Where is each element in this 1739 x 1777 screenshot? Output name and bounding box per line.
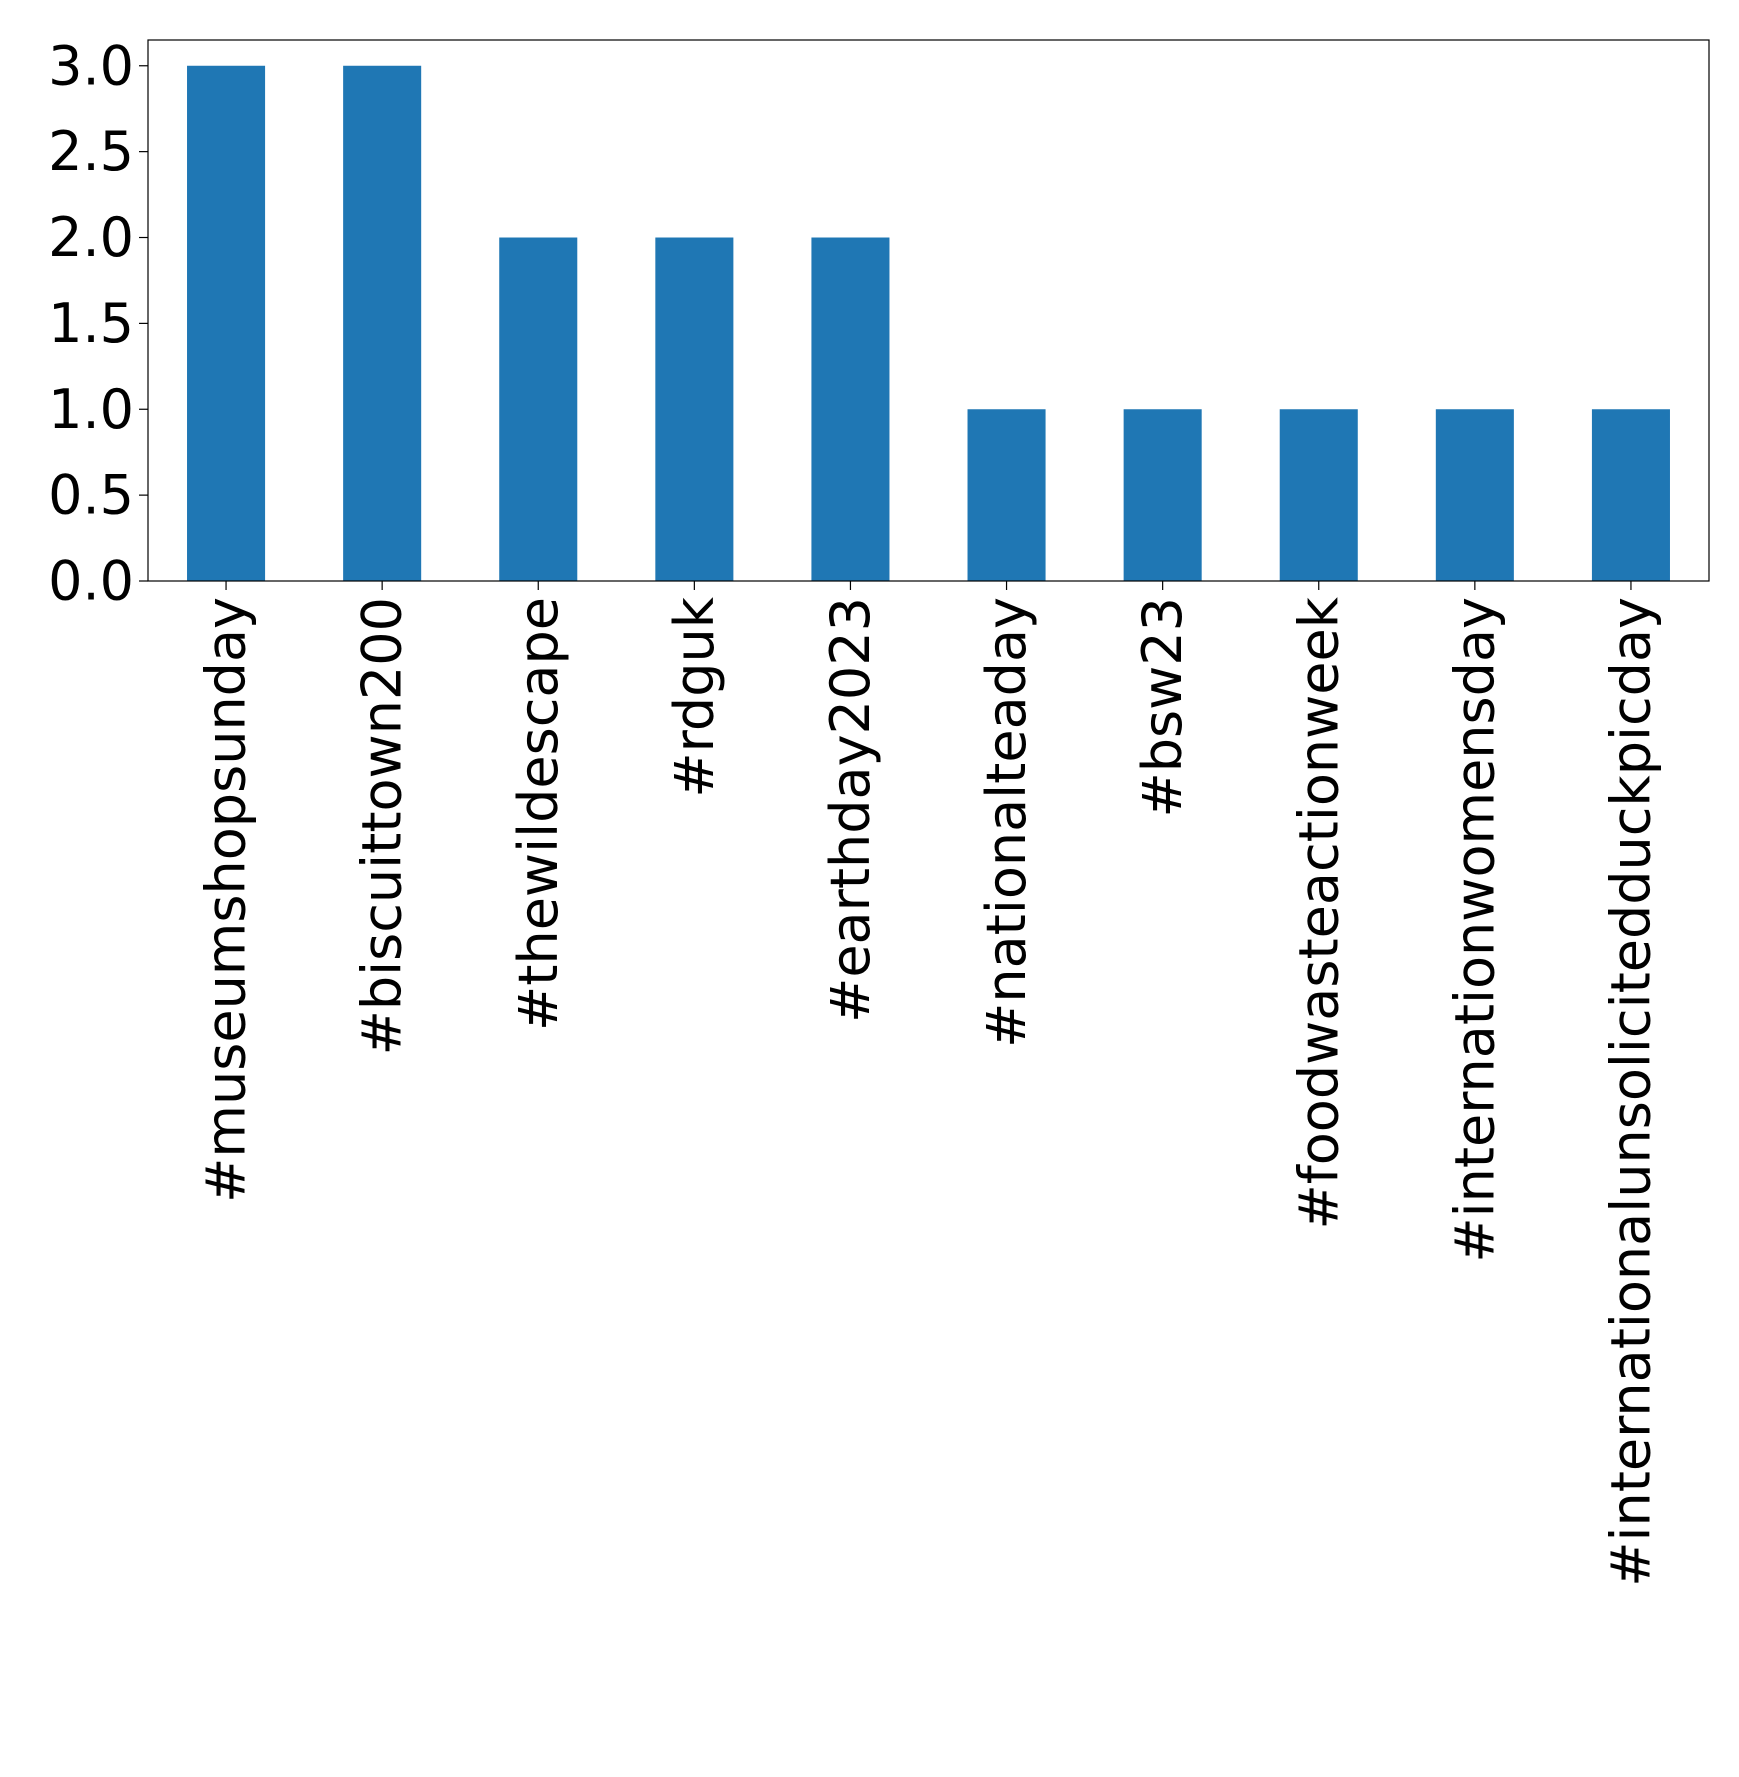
bar-earthday2023 <box>811 237 890 581</box>
x-tick-label: #rdguk <box>663 596 726 797</box>
x-tick-label: #internationwomensday <box>1443 597 1506 1263</box>
y-tick-label: 2.0 <box>48 206 134 269</box>
x-tick-label: #thewildescape <box>507 597 570 1031</box>
x-tick-label: #earthday2023 <box>819 597 882 1023</box>
y-tick-label: 1.0 <box>48 378 134 441</box>
bar-biscuittown200 <box>343 65 422 581</box>
bar-rdguk <box>655 237 734 581</box>
y-axis: 0.0 0.5 1.0 1.5 2.0 2.5 3.0 <box>48 34 148 613</box>
bar-thewildescape <box>499 237 578 581</box>
y-tick-label: 0.5 <box>48 464 134 527</box>
x-tick-label: #internationalunsolicitedduckpicday <box>1599 597 1662 1587</box>
bar-internationalunsolicitedduckpicday <box>1591 409 1670 581</box>
bar-foodwasteactionweek <box>1279 409 1358 581</box>
x-tick-label: #nationalteaday <box>975 597 1038 1048</box>
x-tick-label: #museumshopsunday <box>195 597 258 1203</box>
bar-nationalteaday <box>967 409 1046 581</box>
x-axis: #museumshopsunday #biscuittown200 #thewild… <box>195 581 1662 1587</box>
y-tick-label: 2.5 <box>48 120 134 183</box>
x-tick-label: #foodwasteactionweek <box>1287 596 1350 1229</box>
y-tick-label: 1.5 <box>48 292 134 355</box>
plot-frame <box>147 39 1710 582</box>
bar-internationwomensday <box>1435 409 1514 581</box>
y-tick-label: 0.0 <box>48 550 134 613</box>
x-tick-label: #bsw23 <box>1131 597 1194 818</box>
x-tick-label: #biscuittown200 <box>351 597 414 1055</box>
bar-bsw23 <box>1123 409 1202 581</box>
bar-museumshopsunday <box>187 65 266 581</box>
bars-layer <box>187 65 1670 581</box>
y-tick-label: 3.0 <box>48 34 134 97</box>
